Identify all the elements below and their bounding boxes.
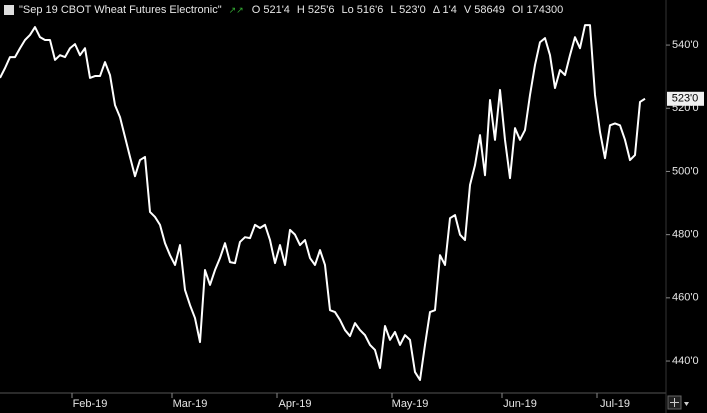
stat: Δ 1'4	[432, 4, 457, 16]
last-price-box	[667, 91, 704, 106]
y-tick-label: 500'0	[672, 165, 699, 177]
status-icons: ↗↗	[228, 4, 244, 15]
header: "Sep 19 CBOT Wheat Futures Electronic" ↗…	[4, 4, 570, 16]
stat: H 525'6	[296, 4, 335, 16]
y-tick-label: 540'0	[672, 39, 699, 51]
scroll-controls[interactable]	[667, 395, 689, 410]
y-tick-label: 460'0	[672, 292, 699, 304]
x-tick-label: Feb-19	[73, 398, 108, 410]
zoom-icon	[670, 398, 679, 407]
stat: OI 174300	[511, 4, 564, 16]
x-tick-label: Jul-19	[600, 398, 630, 410]
x-tick-label: Jun-19	[503, 398, 537, 410]
stat: L 523'0	[390, 4, 426, 16]
y-tick-label: 480'0	[672, 229, 699, 241]
stat: V 58649	[463, 4, 505, 16]
chart-title: "Sep 19 CBOT Wheat Futures Electronic"	[19, 4, 222, 16]
y-tick-label: 440'0	[672, 355, 699, 367]
last-price-label: 523'0	[672, 93, 699, 105]
x-tick-label: May-19	[392, 398, 429, 410]
stat: Lo 516'6	[341, 4, 384, 16]
x-tick-label: Mar-19	[173, 398, 208, 410]
stats: O 521'4 H 525'6 Lo 516'6 L 523'0 Δ 1'4 V 5864…	[252, 4, 570, 16]
stat: O 521'4	[251, 4, 290, 16]
x-tick-label: Apr-19	[278, 398, 311, 410]
dropdown-icon[interactable]	[684, 402, 689, 406]
series-swatch	[4, 5, 14, 15]
price-line	[0, 24, 646, 381]
